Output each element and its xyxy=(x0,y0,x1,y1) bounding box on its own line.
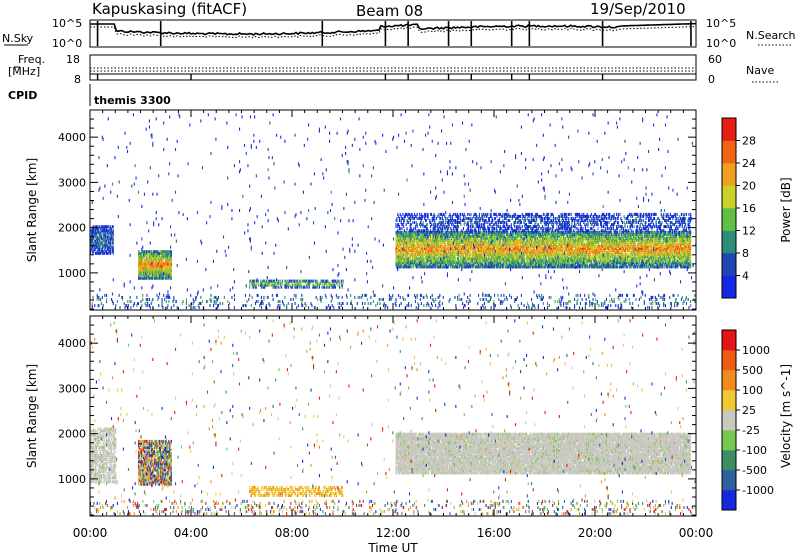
nave-right-tick-top: 60 xyxy=(708,53,722,66)
station-title: Kapuskasing (fitACF) xyxy=(92,0,247,18)
scatter-cell xyxy=(300,280,301,283)
freq-left-tick-top: 18 xyxy=(66,53,80,66)
noise-right-tick-bottom: 10^0 xyxy=(706,37,736,50)
scatter-cell xyxy=(301,286,302,289)
cpid-label: CPID xyxy=(8,89,37,102)
noise-sky-trace xyxy=(90,24,696,35)
scatter-cell xyxy=(278,286,279,289)
noise-left-tick-top: 10^5 xyxy=(52,17,82,30)
scatter-cell xyxy=(113,246,114,249)
date-label: 19/Sep/2010 xyxy=(590,0,686,18)
scatter-cell xyxy=(254,280,255,283)
scatter-cell xyxy=(258,284,259,287)
scatter-cell xyxy=(101,234,102,237)
scatter-cell xyxy=(282,280,283,283)
scatter-cell xyxy=(108,225,109,228)
scatter-cell xyxy=(279,280,280,283)
scatter-cell xyxy=(455,257,456,260)
scatter-cell xyxy=(335,286,336,289)
scatter-cell xyxy=(304,286,305,289)
scatter-cell xyxy=(587,265,588,268)
cpid-row: CPID themis 3300 xyxy=(8,84,171,107)
scatter-cell xyxy=(445,243,446,246)
scatter-cell xyxy=(281,286,282,289)
freq-left-tick-bottom: 8 xyxy=(74,73,81,86)
noise-search-trace xyxy=(90,27,696,38)
cpid-mode: themis 3300 xyxy=(94,94,171,107)
scatter-cell xyxy=(113,225,114,228)
power-scatter-cells xyxy=(90,113,696,309)
scatter-cell xyxy=(343,280,344,283)
beam-label: Beam 08 xyxy=(356,2,423,20)
scatter-cell xyxy=(171,250,172,253)
scatter-cell xyxy=(597,261,598,264)
nave-right-tick-bottom: 0 xyxy=(708,73,715,86)
scatter-cell xyxy=(113,238,114,241)
scatter-cell xyxy=(341,280,342,283)
scatter-cell xyxy=(313,280,314,283)
scatter-cell xyxy=(295,280,296,283)
noise-right-tick-top: 10^5 xyxy=(706,17,736,30)
noise-sky-label: N.Sky xyxy=(2,32,34,45)
noise-traces xyxy=(90,21,696,46)
scatter-cell xyxy=(339,286,340,289)
noise-left-tick-bottom: 10^0 xyxy=(52,37,82,50)
scatter-cell xyxy=(524,257,525,260)
noise-panel: N.Sky 10^5 10^0 10^5 10^0 N.Search xyxy=(2,17,796,50)
nave-label: Nave xyxy=(746,64,774,77)
scatter-cell xyxy=(280,280,281,283)
freq-unit-label: [MHz] xyxy=(8,65,40,78)
noise-search-label: N.Search xyxy=(746,29,796,42)
freq-panel: Freq. [MHz] 18 8 60 0 Nave xyxy=(8,53,778,86)
scatter-cell xyxy=(275,282,276,285)
freq-traces xyxy=(90,68,696,80)
scatter-cell xyxy=(339,282,340,285)
scatter-cell xyxy=(292,284,293,287)
scatter-cell xyxy=(291,280,292,283)
